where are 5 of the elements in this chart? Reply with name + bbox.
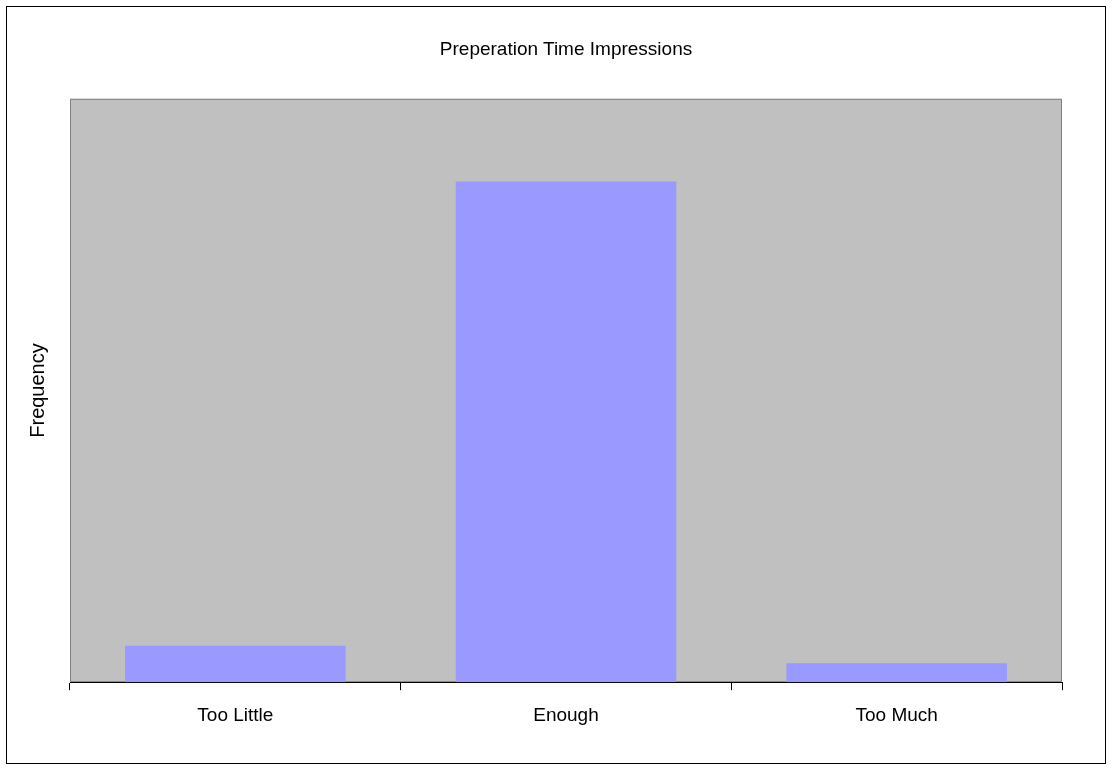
x-tick-label: Too Much — [855, 703, 938, 725]
chart-title: Preperation Time Impressions — [439, 37, 693, 59]
x-tick-label: Too Little — [197, 703, 274, 725]
x-tick-label: Enough — [533, 703, 599, 725]
y-axis-title: Frequency — [25, 343, 48, 438]
